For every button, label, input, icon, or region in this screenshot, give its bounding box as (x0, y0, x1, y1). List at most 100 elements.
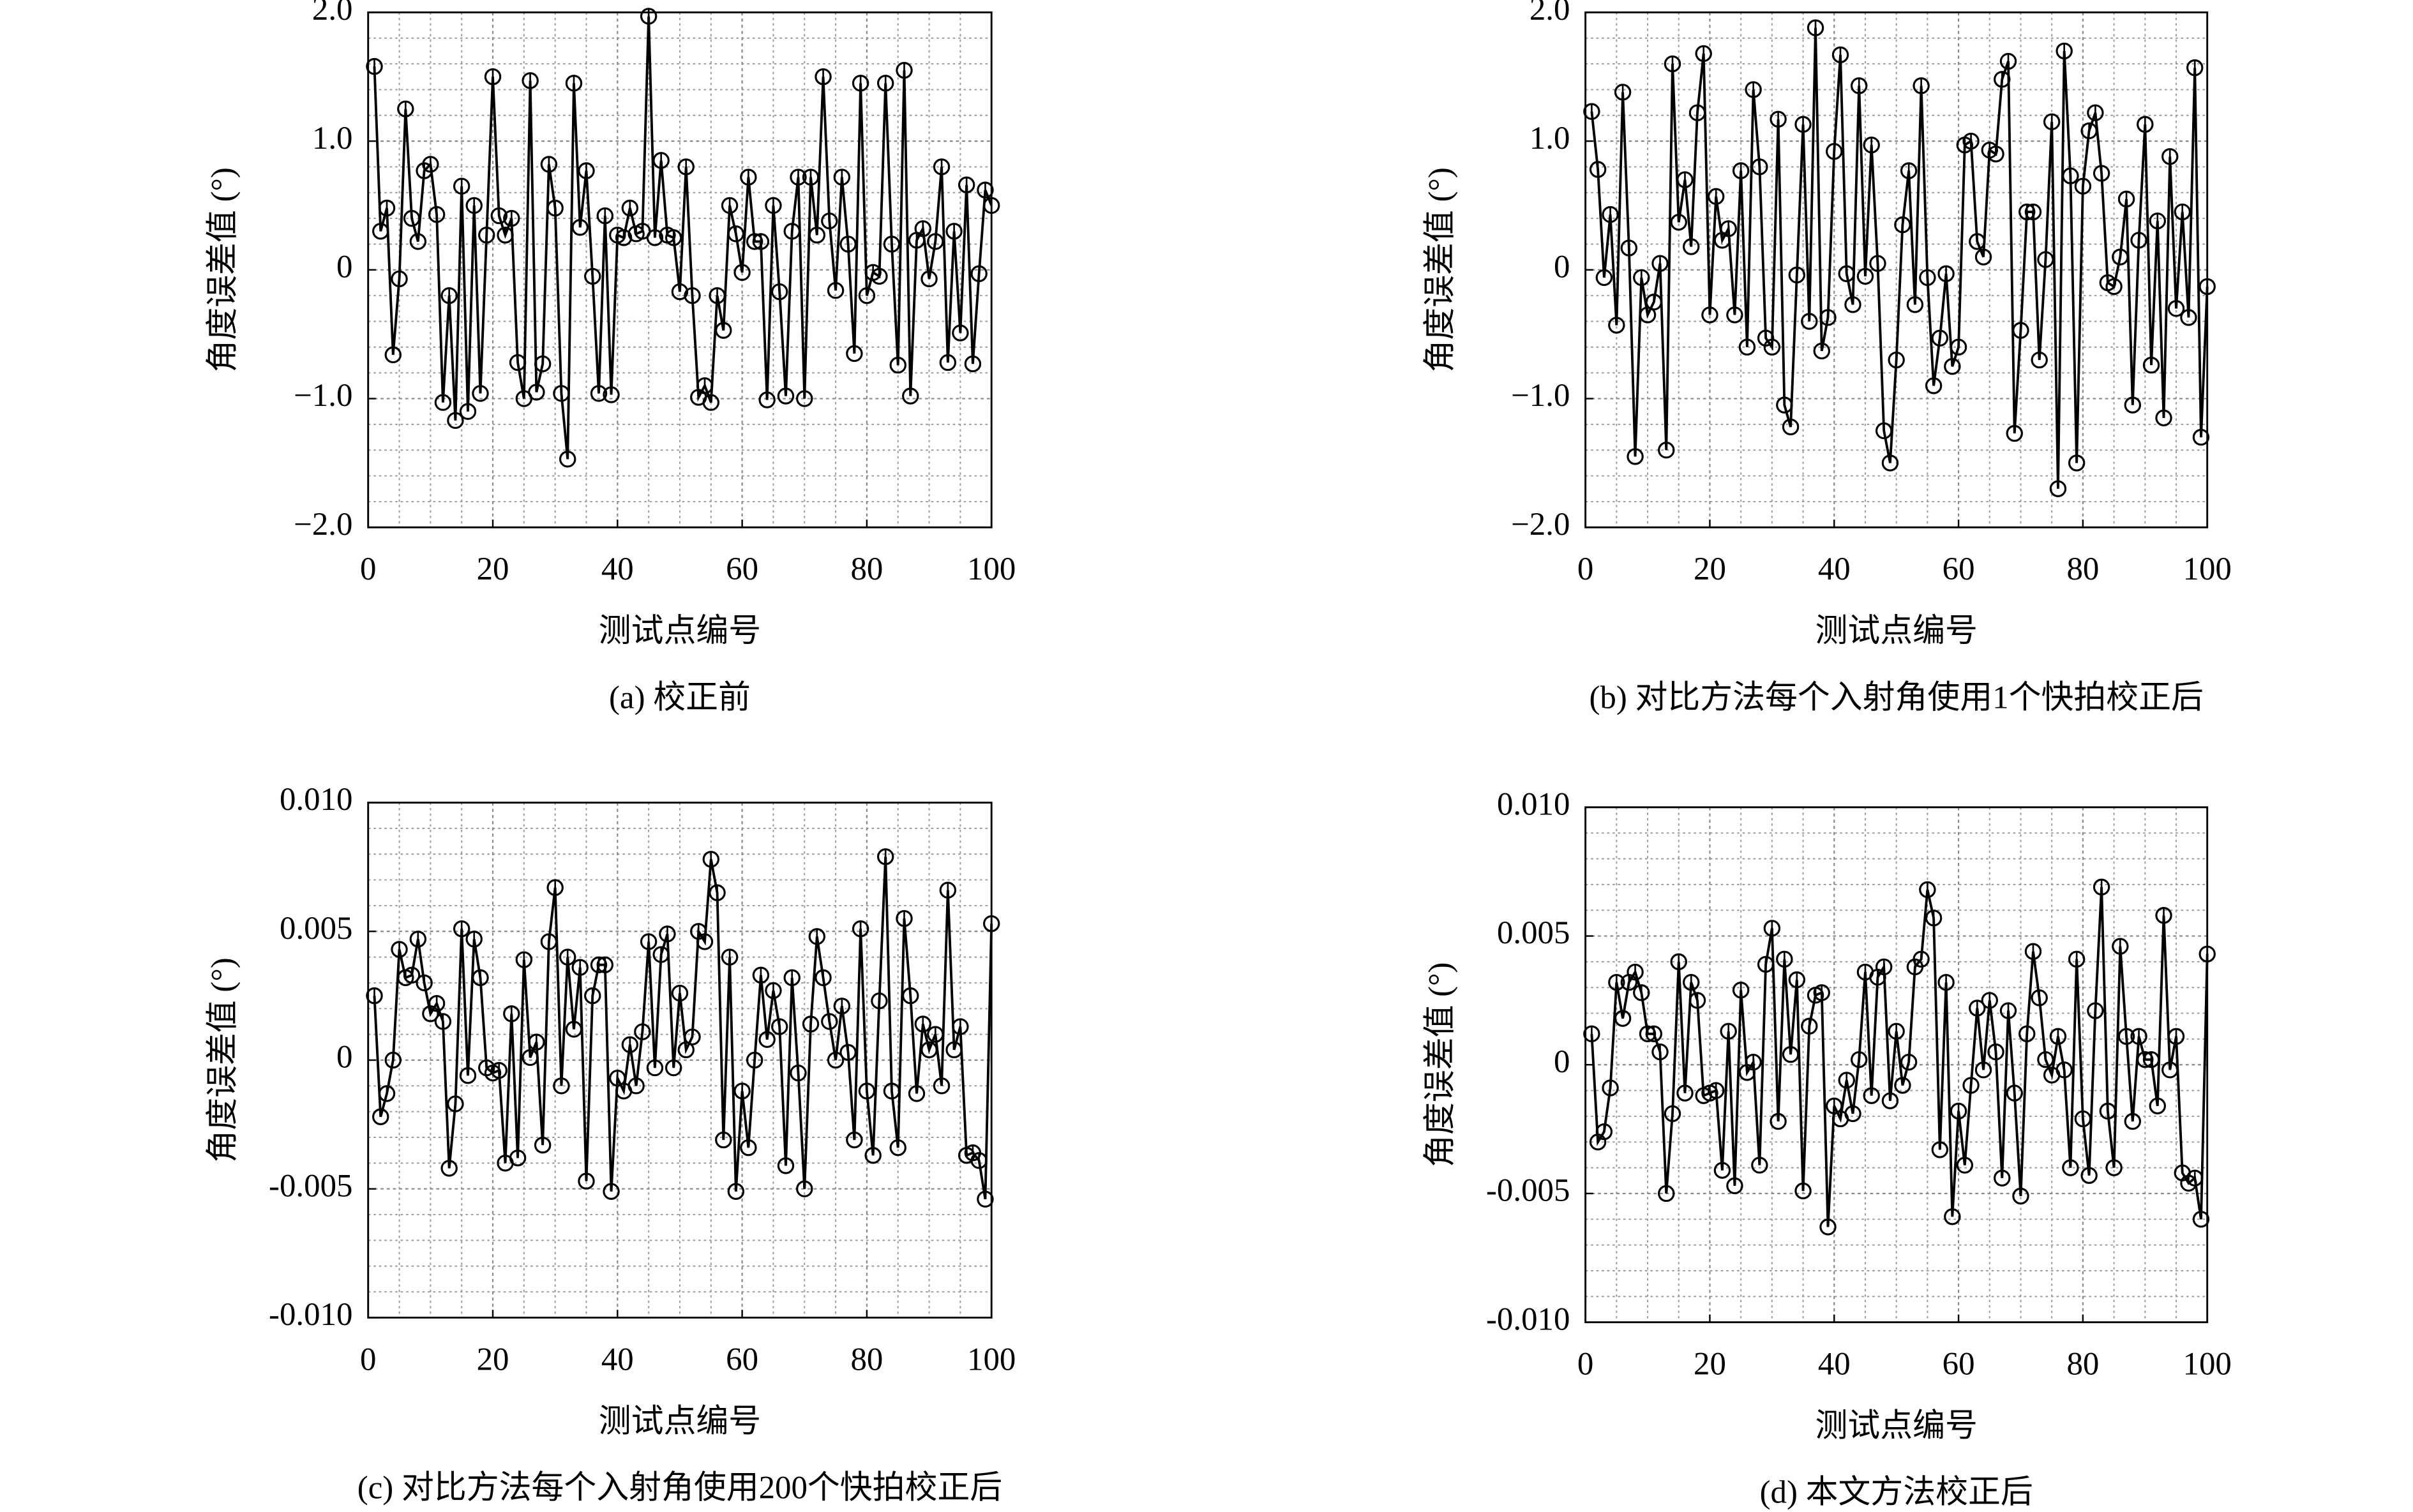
data-point (1602, 206, 1619, 223)
data-point (1974, 1061, 1992, 1079)
data-point (2199, 278, 2216, 296)
data-point (628, 1077, 645, 1095)
data-point (1826, 143, 1843, 160)
data-point (858, 287, 876, 304)
data-point (709, 287, 726, 304)
data-point (1875, 958, 1893, 976)
data-point (546, 879, 564, 896)
data-point (546, 199, 564, 217)
x-axis-label: 测试点编号 (599, 613, 761, 649)
data-point (927, 1026, 944, 1043)
data-point (1707, 1082, 1725, 1099)
data-point (927, 233, 944, 250)
marker-circle (790, 168, 807, 186)
data-point (1974, 248, 1992, 266)
data-point (883, 236, 901, 253)
data-point (1900, 1054, 1918, 1071)
data-point (802, 168, 820, 186)
data-point (659, 925, 676, 943)
data-point (902, 987, 919, 1005)
data-point (1732, 982, 1750, 999)
data-point (721, 948, 739, 966)
data-point (2130, 232, 2147, 249)
data-point (1925, 377, 1943, 394)
data-point (565, 75, 583, 92)
marker-circle (1900, 162, 1918, 179)
data-point (1776, 396, 1793, 414)
data-point (2117, 190, 2135, 208)
data-point (378, 199, 396, 217)
data-point (440, 1160, 458, 1177)
x-axis-label: 测试点编号 (1815, 1409, 1977, 1444)
data-point (1807, 19, 1824, 36)
marker-circle (1950, 338, 1967, 356)
marker-circle (2137, 116, 2154, 133)
data-point (403, 966, 421, 984)
data-point (1745, 81, 1762, 98)
marker-circle (1676, 171, 1694, 188)
marker-circle (1732, 162, 1750, 179)
data-point (1856, 267, 1874, 285)
data-point (982, 915, 1000, 932)
data-point (1645, 1025, 1662, 1043)
data-point (914, 220, 931, 237)
data-point (596, 956, 613, 973)
data-point (970, 265, 988, 283)
marker-circle (1688, 104, 1706, 121)
marker-circle (378, 199, 396, 217)
data-point (1819, 309, 1837, 326)
data-point (2199, 945, 2216, 962)
marker-circle (1888, 351, 1905, 369)
data-point (2037, 251, 2054, 268)
data-point (1851, 1051, 1868, 1068)
data-point (1950, 338, 1967, 356)
data-point (2161, 1061, 2179, 1079)
data-point (1944, 1208, 1961, 1225)
data-point (2186, 59, 2204, 77)
data-point (684, 1028, 701, 1045)
data-point (578, 1172, 595, 1190)
data-point (827, 1051, 845, 1069)
marker-circle (2043, 113, 2061, 131)
data-point (403, 209, 421, 227)
data-point (1782, 1045, 1800, 1063)
data-point (1595, 1123, 1613, 1141)
marker-circle (372, 223, 389, 240)
data-point (765, 197, 782, 214)
plot-frame (367, 11, 993, 528)
data-point (1831, 46, 1849, 64)
chart-panel: 0 20 40 60 80 100 0.010 0.005 0 -0.005 -0.010 测试点编号… (1422, 786, 2231, 1510)
data-line (1590, 887, 2209, 1227)
data-point (939, 354, 957, 371)
marker-circle (2087, 104, 2104, 121)
data-point (603, 386, 620, 403)
data-point (783, 223, 801, 240)
data-point (522, 1049, 539, 1067)
data-point (384, 1051, 402, 1069)
data-point (796, 1180, 813, 1197)
data-point (428, 995, 446, 1012)
data-point (1801, 1017, 1818, 1035)
data-point (391, 941, 408, 958)
data-point (2012, 1187, 2029, 1205)
plot-frame (1584, 806, 2209, 1324)
marker-circle (858, 287, 876, 304)
data-point (578, 162, 595, 179)
data-point (876, 75, 894, 92)
y-tick-label: 0 (1554, 249, 1570, 285)
data-line (373, 857, 993, 1200)
data-point (846, 1131, 863, 1149)
data-point (372, 223, 389, 240)
data-point (1670, 953, 1687, 971)
data-point (459, 403, 477, 420)
plot-frame (1584, 11, 2209, 528)
data-point (765, 982, 782, 999)
data-point (1888, 351, 1905, 369)
data-point (2142, 1051, 2160, 1068)
data-point (752, 233, 770, 250)
y-tick-label: -0.005 (1486, 1173, 1570, 1209)
marker-circle (1595, 269, 1613, 287)
data-point (1695, 45, 1712, 63)
y-tick-label: 0 (1554, 1044, 1570, 1080)
